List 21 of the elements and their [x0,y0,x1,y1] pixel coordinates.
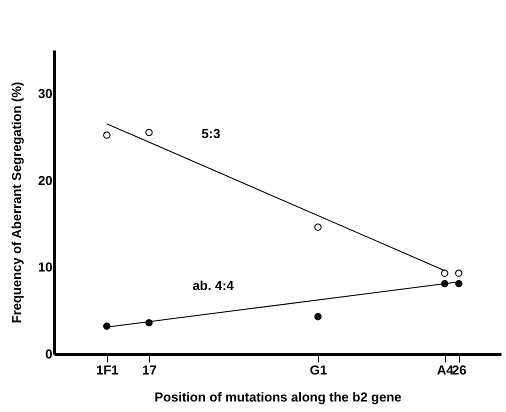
point [103,131,110,139]
x-tick-label: A4 [436,362,454,378]
x-tick-label: 17 [142,362,157,378]
annotation: ab. 4:4 [192,278,235,294]
point [314,312,322,320]
y-axis-title: Frequency of Aberrant Segregation (%) [9,82,24,324]
x-tick-label: 26 [452,362,466,378]
point [455,280,462,288]
annotation: 5:3 [202,126,220,142]
y-tick-label: 0 [45,346,52,362]
point [441,270,448,277]
point [314,224,322,231]
y-tick-label: 20 [38,172,52,188]
x-tick-label: G1 [310,362,328,378]
x-axis-title: Position of mutations along the b2 gene [154,390,402,404]
point [103,322,110,330]
y-tick-label: 30 [38,86,52,101]
point [145,128,153,136]
point [455,270,462,277]
x-tick-label: 1F1 [96,362,118,378]
y-tick-label: 10 [38,260,52,275]
